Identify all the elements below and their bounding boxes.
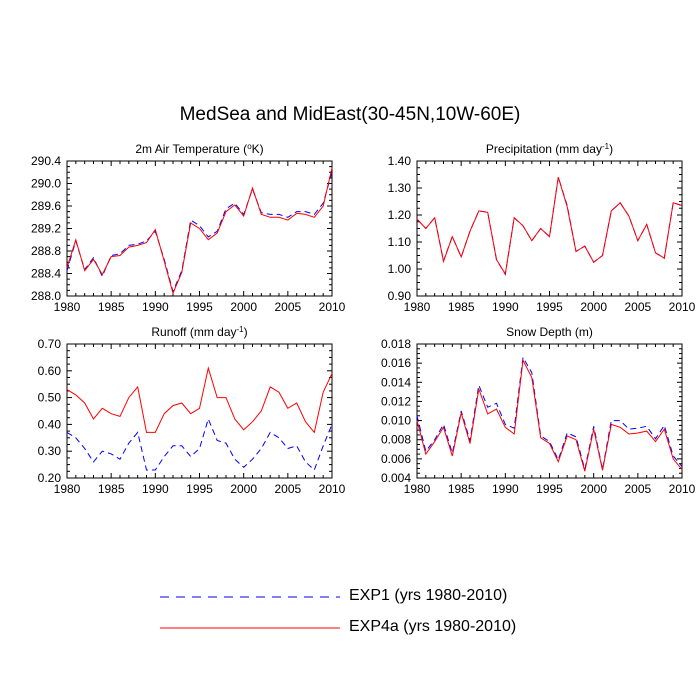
plot-frame (416, 160, 683, 297)
x-tick-label: 1985 (98, 300, 125, 314)
chart-panel-1: 2m Air Temperature (oK) 1980 1985 1990 1995 2… (31, 142, 346, 315)
x-tick-label: 2000 (230, 482, 257, 496)
panel-title-superscript: -1 (237, 325, 245, 334)
y-tick-label: 288.8 (31, 244, 61, 258)
panel-title-text: Precipitation (mm day (486, 142, 602, 156)
y-tick-label: 0.010 (381, 414, 411, 428)
x-tick-label: 1980 (54, 300, 81, 314)
panel-title-superscript: -1 (602, 142, 610, 151)
x-tick-label: 2010 (669, 482, 696, 496)
y-tick-label: 0.016 (381, 356, 411, 370)
x-tick-label: 2005 (624, 482, 651, 496)
x-tick-label: 2010 (669, 300, 696, 314)
x-tick-label: 1990 (142, 300, 169, 314)
chart-panel-4: Snow Depth (m) 1980 1985 1990 1995 2000 2005 20… (381, 325, 696, 496)
series-line-exp1 (66, 172, 333, 294)
y-tick-label: 289.2 (31, 222, 61, 236)
plot-frame (416, 343, 683, 479)
x-tick-label: 1990 (142, 482, 169, 496)
x-tick-label: 2010 (319, 482, 346, 496)
y-tick-label: 0.008 (381, 433, 411, 447)
panel-title-end: ) (244, 325, 248, 339)
y-tick-label: 289.6 (31, 199, 61, 213)
y-tick-label: 288.0 (31, 289, 61, 303)
panels-group: 2m Air Temperature (oK) 1980 1985 1990 1995 2… (31, 142, 696, 497)
y-tick-label: 0.20 (38, 471, 62, 485)
series-line-exp4a (66, 366, 333, 434)
y-tick-label: 0.004 (381, 471, 411, 485)
y-tick-label: 0.30 (38, 444, 62, 458)
y-tick-label: 290.4 (31, 154, 61, 168)
x-tick-label: 1990 (492, 482, 519, 496)
x-tick-label: 1985 (448, 482, 475, 496)
series-line-exp4a (416, 177, 683, 276)
x-tick-label: 1995 (186, 300, 213, 314)
x-tick-label: 1995 (536, 482, 563, 496)
panel-title-3: Runoff (mm day-1) (151, 325, 247, 340)
x-tick-label: 1980 (404, 300, 431, 314)
y-tick-label: 288.4 (31, 267, 61, 281)
x-tick-label: 2000 (230, 300, 257, 314)
y-tick-label: 0.014 (381, 375, 411, 389)
chart-panel-3: Runoff (mm day-1) 1980 1985 1990 1995 2000 200… (38, 325, 346, 497)
chart-panel-2: Precipitation (mm day-1) 1980 1985 1990 1995… (388, 142, 696, 315)
x-tick-label: 1980 (404, 482, 431, 496)
x-tick-label: 2005 (624, 300, 651, 314)
x-tick-label: 1985 (98, 482, 125, 496)
y-tick-label: 0.50 (38, 391, 62, 405)
y-tick-label: 1.20 (388, 208, 412, 222)
x-tick-label: 2000 (580, 300, 607, 314)
x-tick-label: 2005 (274, 300, 301, 314)
x-tick-label: 1995 (186, 482, 213, 496)
x-tick-label: 2000 (580, 482, 607, 496)
y-tick-label: 1.00 (388, 262, 412, 276)
panel-title-end: ) (609, 142, 613, 156)
x-tick-label: 2010 (319, 300, 346, 314)
panel-title-superscript: o (247, 142, 252, 151)
series-line-exp4a (416, 358, 683, 472)
series-line-exp4a (66, 167, 333, 295)
x-tick-label: 1995 (536, 300, 563, 314)
legend (160, 596, 340, 629)
y-tick-label: 0.018 (381, 337, 411, 351)
y-tick-label: 0.90 (388, 289, 412, 303)
y-tick-label: 0.012 (381, 394, 411, 408)
y-tick-label: 0.60 (38, 364, 62, 378)
x-tick-label: 2005 (274, 482, 301, 496)
legend-label-exp4a: EXP4a (yrs 1980-2010) (349, 618, 517, 635)
x-tick-label: 1980 (54, 482, 81, 496)
y-tick-label: 1.10 (388, 235, 412, 249)
legend-label-exp1: EXP1 (yrs 1980-2010) (349, 587, 508, 604)
y-tick-label: 0.006 (381, 452, 411, 466)
panel-title-text: Snow Depth (m) (506, 325, 593, 339)
y-tick-label: 0.40 (38, 417, 62, 431)
panel-title-4: Snow Depth (m) (506, 325, 593, 339)
series-line-exp1 (416, 177, 683, 276)
figure-title: MedSea and MidEast(30-45N,10W-60E) (179, 104, 521, 125)
x-tick-label: 1985 (448, 300, 475, 314)
x-tick-label: 1990 (492, 300, 519, 314)
panel-title-text: Runoff (mm day (151, 325, 236, 339)
panel-title-2: Precipitation (mm day-1) (486, 142, 613, 157)
y-tick-label: 0.70 (38, 337, 62, 351)
y-tick-label: 1.40 (388, 154, 412, 168)
series-line-exp1 (416, 355, 683, 470)
y-tick-label: 290.0 (31, 177, 61, 191)
panel-title-text: 2m Air Temperature ( (135, 142, 247, 156)
panel-title-1: 2m Air Temperature (oK) (135, 142, 263, 157)
y-tick-label: 1.30 (388, 181, 412, 195)
series-line-exp1 (66, 417, 333, 471)
panel-title-end: K) (252, 142, 264, 156)
